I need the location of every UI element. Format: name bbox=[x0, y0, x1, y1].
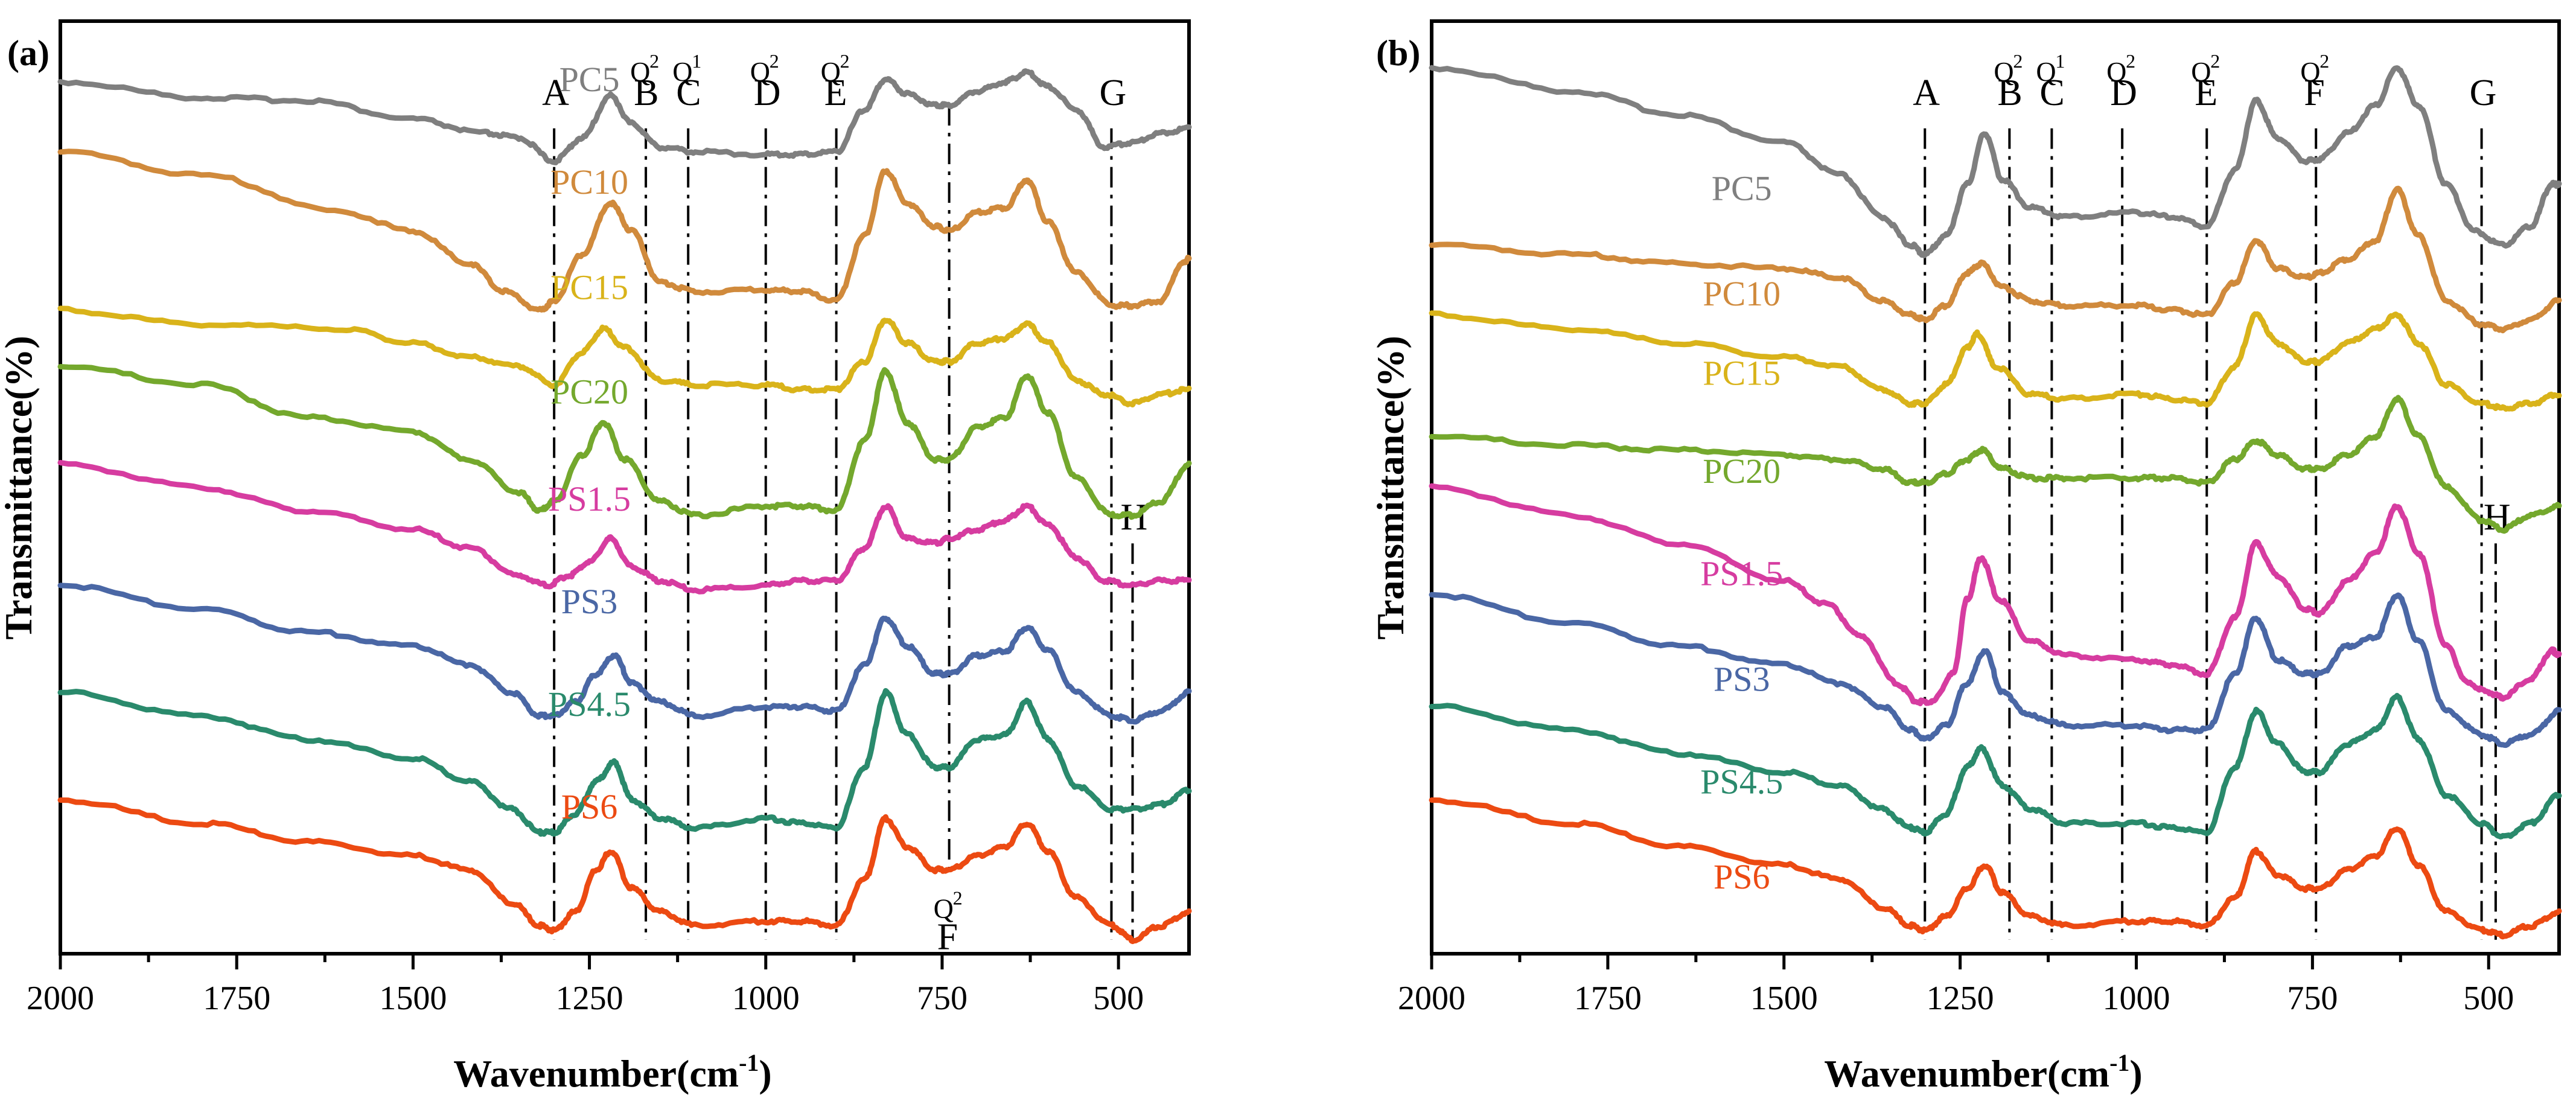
series-line-ps6 bbox=[57, 797, 1192, 945]
ref-label-d: D bbox=[754, 72, 781, 113]
ref-label-c-sup: 1 bbox=[2055, 50, 2065, 72]
ref-label-e: E bbox=[824, 72, 847, 113]
ref-label-f-q: Q bbox=[934, 893, 954, 924]
series-label-pc15: PC15 bbox=[550, 267, 628, 307]
panel-b: A BQ2CQ1DQ2EQ2FQ2GHPC5PC10PC15PC20PS1.5PS… bbox=[1369, 19, 2562, 1095]
plot-frame-a bbox=[59, 19, 1191, 956]
series-label-ps6: PS6 bbox=[1714, 857, 1770, 896]
x-axis-label: Wavenumber(cm-1) bbox=[453, 1049, 771, 1095]
series-line-ps3 bbox=[57, 582, 1192, 725]
x-axis-label-sup: -1 bbox=[2109, 1049, 2129, 1076]
x-axis-label-sup: -1 bbox=[739, 1049, 759, 1076]
x-tick-label-1250: 1250 bbox=[1927, 980, 1994, 1017]
ref-label-f-sup: 2 bbox=[953, 887, 963, 908]
ref-label-f: F bbox=[937, 916, 958, 957]
x-axis-label-close: ) bbox=[759, 1052, 771, 1095]
x-tick-label-1250: 1250 bbox=[556, 980, 623, 1017]
series-line-ps3 bbox=[1429, 592, 2562, 748]
ref-label-e-sup: 2 bbox=[840, 50, 850, 72]
panel-tag-b: (b) bbox=[1376, 33, 1420, 73]
ref-label-a: A bbox=[1913, 72, 1940, 113]
ref-label-d-sup: 2 bbox=[770, 50, 779, 72]
ref-label-c-q: Q bbox=[672, 56, 692, 87]
x-axis-label-close: ) bbox=[2129, 1052, 2142, 1095]
x-tick-label-2000: 2000 bbox=[1398, 980, 1465, 1017]
panel-a: A BQ2CQ1DQ2EQ2FQ2GHPC5PC10PC15PC20PS1.5PS… bbox=[0, 19, 1192, 1095]
ref-label-g: G bbox=[2470, 72, 2497, 113]
series-line-ps4-5 bbox=[1429, 692, 2562, 840]
x-tick-label-1000: 1000 bbox=[732, 980, 800, 1017]
series-line-pc5 bbox=[1429, 65, 2562, 258]
ref-label-b: B bbox=[1997, 72, 2022, 113]
x-tick-label-500: 500 bbox=[1093, 980, 1144, 1017]
series-label-pc5: PC5 bbox=[560, 60, 620, 99]
ref-label-d: D bbox=[2110, 72, 2137, 113]
ref-label-g: G bbox=[1099, 72, 1126, 113]
series-label-ps3: PS3 bbox=[1714, 659, 1770, 698]
x-tick-label-500: 500 bbox=[2463, 980, 2514, 1017]
series-label-ps4-5: PS4.5 bbox=[1700, 762, 1783, 801]
x-axis-label-main: Wavenumber(cm bbox=[453, 1052, 739, 1095]
series-label-pc10: PC10 bbox=[550, 162, 628, 202]
panel-tag-a: (a) bbox=[7, 33, 49, 73]
series-label-ps4-5: PS4.5 bbox=[548, 685, 631, 724]
series-line-ps4-5 bbox=[57, 688, 1192, 837]
series-line-pc20 bbox=[1429, 395, 2562, 534]
series-line-pc5 bbox=[57, 68, 1192, 165]
series-line-ps1-5 bbox=[1429, 483, 2562, 707]
x-tick-label-1750: 1750 bbox=[1574, 980, 1642, 1017]
series-label-pc15: PC15 bbox=[1703, 354, 1781, 393]
x-tick-label-2000: 2000 bbox=[27, 980, 94, 1017]
series-label-pc5: PC5 bbox=[1712, 169, 1772, 208]
series-line-pc20 bbox=[57, 364, 1192, 520]
series-label-pc20: PC20 bbox=[1703, 452, 1781, 491]
ref-label-c: C bbox=[676, 72, 701, 113]
series-label-pc20: PC20 bbox=[550, 372, 628, 411]
ref-label-b-q: Q bbox=[630, 56, 650, 87]
ref-label-d-sup: 2 bbox=[2126, 50, 2135, 72]
ref-label-b: B bbox=[634, 72, 658, 113]
ref-label-a: A bbox=[542, 72, 569, 113]
series-line-ps6 bbox=[1429, 797, 2562, 940]
series-line-ps1-5 bbox=[57, 459, 1192, 595]
ref-label-c-q: Q bbox=[2036, 56, 2056, 87]
x-axis-label: Wavenumber(cm-1) bbox=[1824, 1049, 2142, 1095]
x-tick-label-1500: 1500 bbox=[379, 980, 447, 1017]
series-line-pc10 bbox=[57, 148, 1192, 313]
ref-label-c: C bbox=[2039, 72, 2064, 113]
series-line-pc15 bbox=[1429, 310, 2562, 412]
series-line-pc15 bbox=[57, 305, 1192, 407]
series-label-ps6: PS6 bbox=[561, 787, 618, 826]
x-tick-label-1750: 1750 bbox=[203, 980, 270, 1017]
series-label-ps1-5: PS1.5 bbox=[1700, 554, 1783, 593]
series-line-pc10 bbox=[1429, 185, 2562, 334]
x-tick-label-750: 750 bbox=[917, 980, 968, 1017]
ref-label-e-q: Q bbox=[821, 56, 841, 87]
ref-label-b-q: Q bbox=[1994, 56, 2013, 87]
ref-label-f-q: Q bbox=[2300, 56, 2320, 87]
ref-label-e: E bbox=[2195, 72, 2217, 113]
ref-label-b-sup: 2 bbox=[649, 50, 659, 72]
x-tick-label-1000: 1000 bbox=[2103, 980, 2170, 1017]
x-tick-label-750: 750 bbox=[2287, 980, 2338, 1017]
x-axis-label-main: Wavenumber(cm bbox=[1824, 1052, 2109, 1095]
series-label-ps3: PS3 bbox=[561, 582, 618, 621]
ref-label-f-sup: 2 bbox=[2319, 50, 2329, 72]
ref-label-d-q: Q bbox=[750, 56, 770, 87]
series-label-ps1-5: PS1.5 bbox=[548, 479, 631, 519]
y-axis-label: Transmittance(%) bbox=[1369, 336, 1412, 640]
ref-label-b-sup: 2 bbox=[2013, 50, 2023, 72]
x-tick-label-1500: 1500 bbox=[1750, 980, 1818, 1017]
ref-label-e-sup: 2 bbox=[2210, 50, 2220, 72]
ref-label-f: F bbox=[2304, 72, 2324, 113]
series-label-pc10: PC10 bbox=[1703, 274, 1781, 313]
ref-label-e-q: Q bbox=[2191, 56, 2211, 87]
ref-label-d-q: Q bbox=[2106, 56, 2126, 87]
y-axis-label: Transmittance(%) bbox=[0, 336, 40, 640]
ref-label-c-sup: 1 bbox=[692, 50, 701, 72]
